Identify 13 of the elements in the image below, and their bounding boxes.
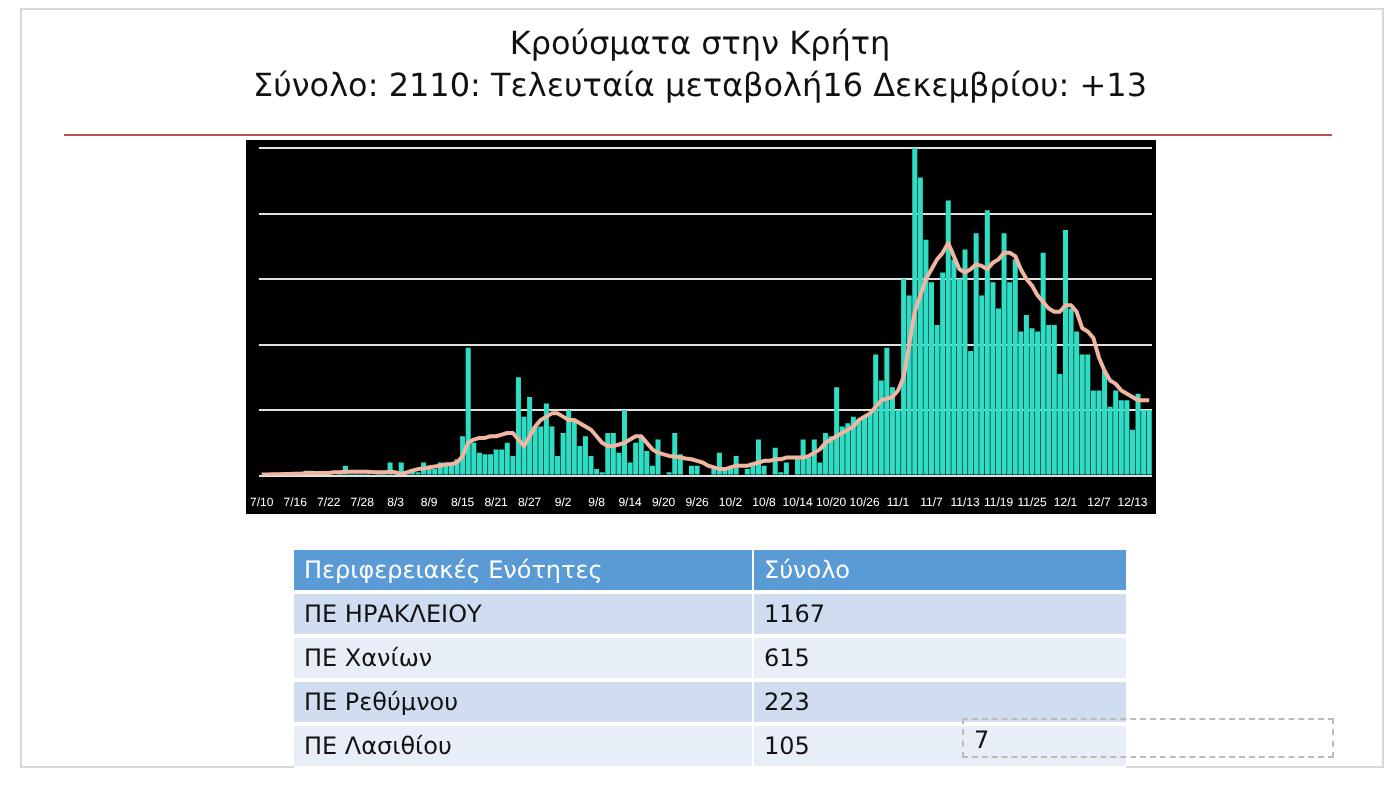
category-label: ΠΕ ΗΡΑΚΛΕΙΟΥ (294, 592, 753, 636)
data-label: 615 (753, 636, 1126, 680)
text: 7 (962, 718, 1334, 758)
category-label: ΠΕ Ρεθύμνου (294, 680, 753, 724)
chart-subtitle: Σύνολο: 2110: Τελευταία μεταβολή16 Δεκεμβρίου: +13 (250, 64, 1150, 108)
chart-title: Κρούσματα στην Κρήτη (507, 24, 893, 64)
data-label: 1167 (753, 592, 1126, 636)
category-label: ΠΕ Λασιθίου (294, 724, 753, 768)
text: Περιφερειακές Ενότητες (294, 550, 753, 592)
data-label: 105 (764, 732, 810, 760)
text: Σύνολο (753, 550, 1126, 592)
data-label: 223 (753, 680, 1126, 724)
category-label: ΠΕ Χανίων (294, 636, 753, 680)
